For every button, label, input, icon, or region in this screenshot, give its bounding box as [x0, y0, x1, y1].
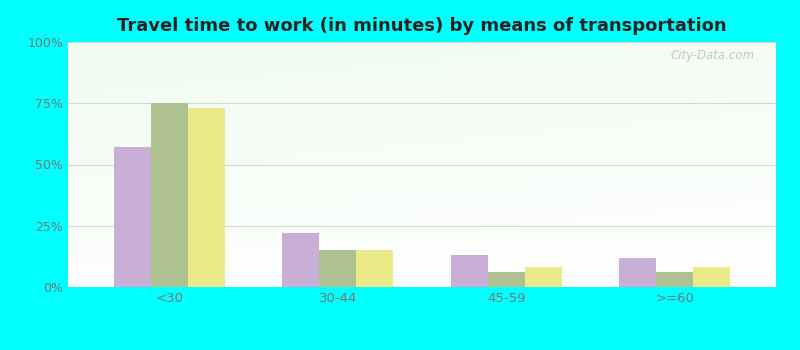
Bar: [319, 250, 356, 287]
Text: City-Data.com: City-Data.com: [670, 49, 754, 62]
Bar: [150, 103, 188, 287]
Bar: [694, 267, 730, 287]
Bar: [525, 267, 562, 287]
Bar: [450, 255, 488, 287]
Bar: [619, 258, 656, 287]
Bar: [488, 272, 525, 287]
Bar: [356, 250, 394, 287]
Title: Travel time to work (in minutes) by means of transportation: Travel time to work (in minutes) by mean…: [117, 17, 727, 35]
Bar: [114, 147, 150, 287]
Bar: [656, 272, 694, 287]
Bar: [282, 233, 319, 287]
Bar: [188, 108, 225, 287]
